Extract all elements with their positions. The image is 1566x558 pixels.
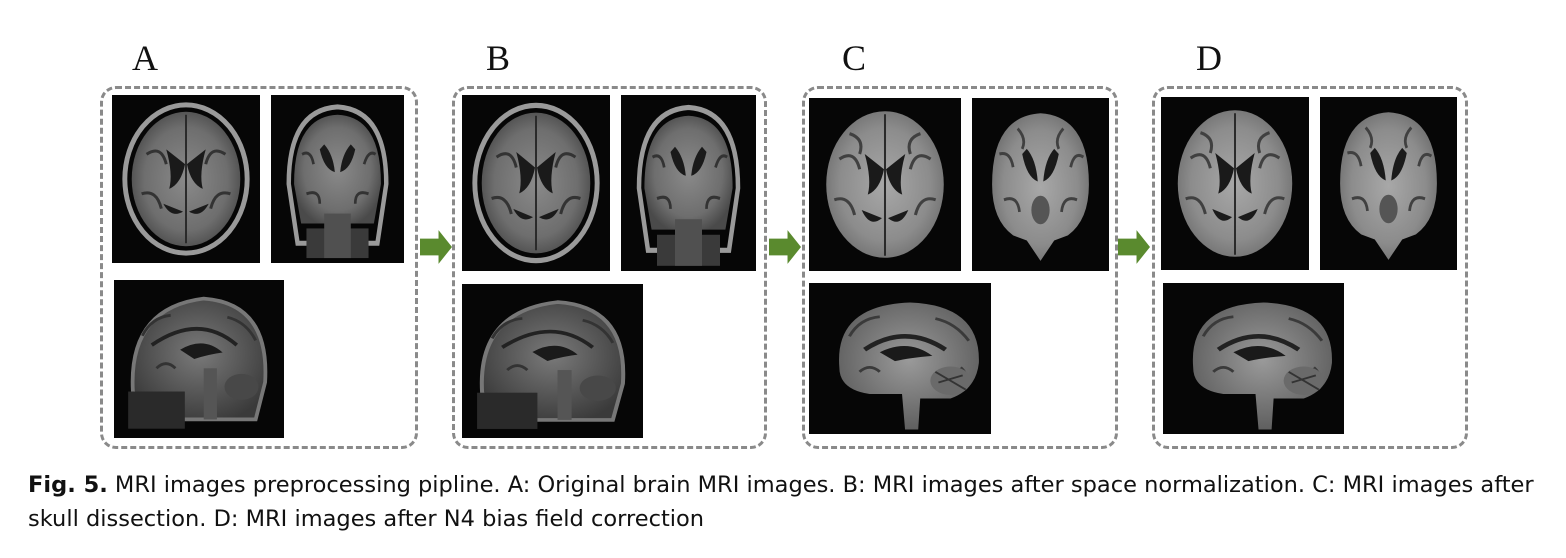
panel-d-box (1152, 86, 1468, 449)
panel-a-axial-image (112, 95, 260, 263)
panel-letter-a: A (132, 38, 158, 78)
panel-d-sagittal-image (1163, 283, 1344, 434)
panel-d-axial-image (1161, 97, 1309, 270)
panel-c-box (802, 86, 1118, 449)
panel-a-box (100, 86, 418, 449)
panel-d-coronal-image (1320, 97, 1457, 270)
panel-b-box (452, 86, 767, 449)
panel-b-axial-image (462, 95, 610, 271)
figure-caption-text: MRI images preprocessing pipline. A: Ori… (28, 472, 1534, 532)
panel-letter-d: D (1196, 38, 1222, 78)
right-arrow-icon (1118, 227, 1150, 267)
right-arrow-icon (420, 227, 452, 267)
panel-letter-c: C (842, 38, 867, 78)
panel-a-coronal-image (271, 95, 404, 263)
panel-b-coronal-image (621, 95, 756, 271)
panel-c-axial-image (809, 98, 961, 271)
panel-c-coronal-image (972, 98, 1109, 271)
panel-letter-b: B (486, 38, 511, 78)
panel-c-sagittal-image (809, 283, 991, 434)
panel-a-sagittal-image (114, 280, 284, 438)
figure-label: Fig. 5. (28, 472, 108, 498)
panel-b-sagittal-image (462, 284, 643, 438)
right-arrow-icon (769, 227, 801, 267)
figure-caption: Fig. 5. MRI images preprocessing pipline… (28, 468, 1548, 536)
